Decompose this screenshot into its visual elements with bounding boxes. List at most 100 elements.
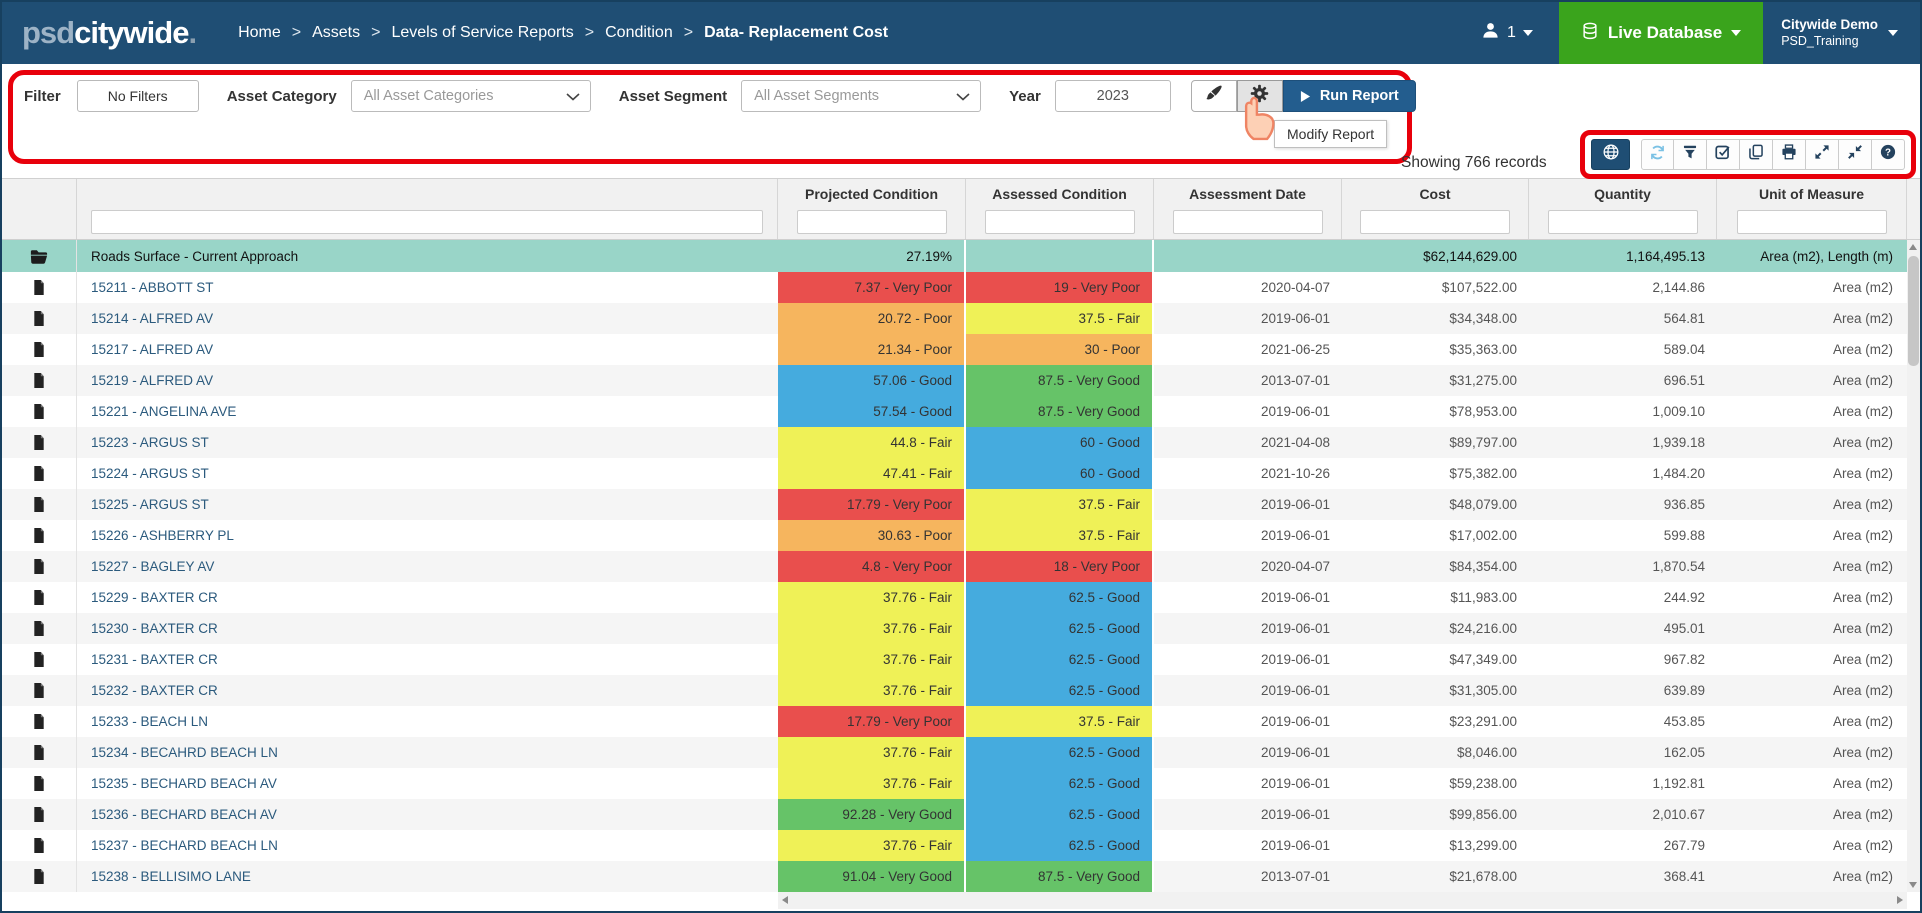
column-filter-input[interactable] — [797, 210, 947, 234]
table-row[interactable]: 15223 - ARGUS ST44.8 - Fair60 - Good2021… — [2, 427, 1920, 458]
file-icon[interactable] — [2, 551, 77, 582]
globe-map-view-button[interactable] — [1591, 139, 1630, 170]
column-filter-input[interactable] — [985, 210, 1135, 234]
file-icon[interactable] — [2, 706, 77, 737]
asset-category-select[interactable]: All Asset Categories — [351, 80, 591, 112]
table-row[interactable]: 15235 - BECHARD BEACH AV37.76 - Fair62.5… — [2, 768, 1920, 799]
run-report-button[interactable]: Run Report — [1283, 80, 1416, 112]
asset-link[interactable]: 15224 - ARGUS ST — [91, 466, 209, 481]
user-menu[interactable]: 1 — [1481, 21, 1533, 45]
live-database-button[interactable]: Live Database — [1559, 2, 1763, 64]
help-button[interactable]: ? — [1872, 139, 1905, 170]
name-filter-input[interactable] — [91, 210, 763, 234]
column-header-unit[interactable]: Unit of Measure — [1717, 179, 1907, 239]
file-icon[interactable] — [2, 365, 77, 396]
vertical-scrollbar[interactable] — [1907, 240, 1920, 892]
asset-link[interactable]: 15229 - BAXTER CR — [91, 590, 218, 605]
column-header-cost[interactable]: Cost — [1342, 179, 1529, 239]
print-button[interactable] — [1773, 139, 1806, 170]
table-row[interactable]: 15232 - BAXTER CR37.76 - Fair62.5 - Good… — [2, 675, 1920, 706]
column-filter-input[interactable] — [1173, 210, 1323, 234]
table-row[interactable]: 15225 - ARGUS ST17.79 - Very Poor37.5 - … — [2, 489, 1920, 520]
file-icon[interactable] — [2, 458, 77, 489]
table-row[interactable]: 15229 - BAXTER CR37.76 - Fair62.5 - Good… — [2, 582, 1920, 613]
asset-link[interactable]: 15226 - ASHBERRY PL — [91, 528, 234, 543]
column-header-projected[interactable]: Projected Condition — [778, 179, 966, 239]
asset-link[interactable]: 15214 - ALFRED AV — [91, 311, 213, 326]
asset-link[interactable]: 15219 - ALFRED AV — [91, 373, 213, 388]
file-icon[interactable] — [2, 737, 77, 768]
asset-link[interactable]: 15238 - BELLISIMO LANE — [91, 869, 251, 884]
refresh-button[interactable] — [1641, 139, 1674, 170]
table-row[interactable]: 15219 - ALFRED AV57.06 - Good87.5 - Very… — [2, 365, 1920, 396]
file-icon[interactable] — [2, 303, 77, 334]
file-icon[interactable] — [2, 427, 77, 458]
asset-link[interactable]: 15227 - BAGLEY AV — [91, 559, 214, 574]
column-filter-input[interactable] — [1548, 210, 1698, 234]
asset-link[interactable]: 15237 - BECHARD BEACH LN — [91, 838, 278, 853]
asset-link[interactable]: 15217 - ALFRED AV — [91, 342, 213, 357]
column-header-assessed[interactable]: Assessed Condition — [966, 179, 1154, 239]
file-icon[interactable] — [2, 613, 77, 644]
scroll-right-arrow-icon[interactable] — [1897, 896, 1903, 904]
file-icon[interactable] — [2, 830, 77, 861]
scroll-up-arrow-icon[interactable] — [1909, 244, 1917, 250]
table-row[interactable]: 15233 - BEACH LN17.79 - Very Poor37.5 - … — [2, 706, 1920, 737]
table-row[interactable]: 15214 - ALFRED AV20.72 - Poor37.5 - Fair… — [2, 303, 1920, 334]
vertical-scroll-thumb[interactable] — [1908, 256, 1919, 366]
file-icon[interactable] — [2, 520, 77, 551]
table-row[interactable]: 15238 - BELLISIMO LANE91.04 - Very Good8… — [2, 861, 1920, 892]
scroll-down-arrow-icon[interactable] — [1909, 882, 1917, 888]
table-row[interactable]: 15236 - BECHARD BEACH AV92.28 - Very Goo… — [2, 799, 1920, 830]
table-row[interactable]: 15211 - ABBOTT ST7.37 - Very Poor19 - Ve… — [2, 272, 1920, 303]
asset-link[interactable]: 15230 - BAXTER CR — [91, 621, 218, 636]
asset-link[interactable]: 15235 - BECHARD BEACH AV — [91, 776, 277, 791]
asset-link[interactable]: 15233 - BEACH LN — [91, 714, 208, 729]
file-icon[interactable] — [2, 861, 77, 892]
summary-row[interactable]: Roads Surface - Current Approach27.19%$6… — [2, 240, 1920, 272]
table-row[interactable]: 15231 - BAXTER CR37.76 - Fair62.5 - Good… — [2, 644, 1920, 675]
psd-citywide-logo[interactable]: psdcitywide. — [2, 15, 214, 51]
file-icon[interactable] — [2, 768, 77, 799]
table-row[interactable]: 15224 - ARGUS ST47.41 - Fair60 - Good202… — [2, 458, 1920, 489]
asset-link[interactable]: 15225 - ARGUS ST — [91, 497, 209, 512]
file-icon[interactable] — [2, 799, 77, 830]
column-filter-input[interactable] — [1360, 210, 1510, 234]
table-row[interactable]: 15226 - ASHBERRY PL30.63 - Poor37.5 - Fa… — [2, 520, 1920, 551]
select-check-button[interactable] — [1707, 139, 1740, 170]
table-row[interactable]: 15230 - BAXTER CR37.76 - Fair62.5 - Good… — [2, 613, 1920, 644]
copy-button[interactable] — [1740, 139, 1773, 170]
file-icon[interactable] — [2, 396, 77, 427]
column-filter-input[interactable] — [1737, 210, 1887, 234]
table-row[interactable]: 15217 - ALFRED AV21.34 - Poor30 - Poor20… — [2, 334, 1920, 365]
breadcrumb-item[interactable]: Levels of Service Reports — [391, 24, 573, 42]
table-row[interactable]: 15221 - ANGELINA AVE57.54 - Good87.5 - V… — [2, 396, 1920, 427]
file-icon[interactable] — [2, 582, 77, 613]
file-icon[interactable] — [2, 644, 77, 675]
compress-button[interactable] — [1839, 139, 1872, 170]
account-menu[interactable]: Citywide Demo PSD_Training — [1763, 17, 1920, 50]
file-icon[interactable] — [2, 334, 77, 365]
asset-link[interactable]: 15236 - BECHARD BEACH AV — [91, 807, 277, 822]
table-row[interactable]: 15234 - BECAHRD BEACH LN37.76 - Fair62.5… — [2, 737, 1920, 768]
table-row[interactable]: 15237 - BECHARD BEACH LN37.76 - Fair62.5… — [2, 830, 1920, 861]
breadcrumb-item[interactable]: Data- Replacement Cost — [704, 24, 888, 42]
year-input[interactable] — [1055, 80, 1171, 112]
scroll-left-arrow-icon[interactable] — [782, 896, 788, 904]
file-icon[interactable] — [2, 675, 77, 706]
folder-icon[interactable] — [2, 240, 77, 272]
asset-link[interactable]: 15234 - BECAHRD BEACH LN — [91, 745, 278, 760]
style-brush-button[interactable] — [1191, 80, 1237, 112]
breadcrumb-item[interactable]: Assets — [312, 24, 360, 42]
no-filters-button[interactable]: No Filters — [77, 80, 199, 112]
file-icon[interactable] — [2, 272, 77, 303]
asset-link[interactable]: 15232 - BAXTER CR — [91, 683, 218, 698]
asset-link[interactable]: 15211 - ABBOTT ST — [91, 280, 214, 295]
asset-link[interactable]: 15231 - BAXTER CR — [91, 652, 218, 667]
filter-button[interactable] — [1674, 139, 1707, 170]
file-icon[interactable] — [2, 489, 77, 520]
column-header-date[interactable]: Assessment Date — [1154, 179, 1342, 239]
asset-link[interactable]: 15221 - ANGELINA AVE — [91, 404, 236, 419]
expand-button[interactable] — [1806, 139, 1839, 170]
breadcrumb-item[interactable]: Home — [238, 24, 281, 42]
